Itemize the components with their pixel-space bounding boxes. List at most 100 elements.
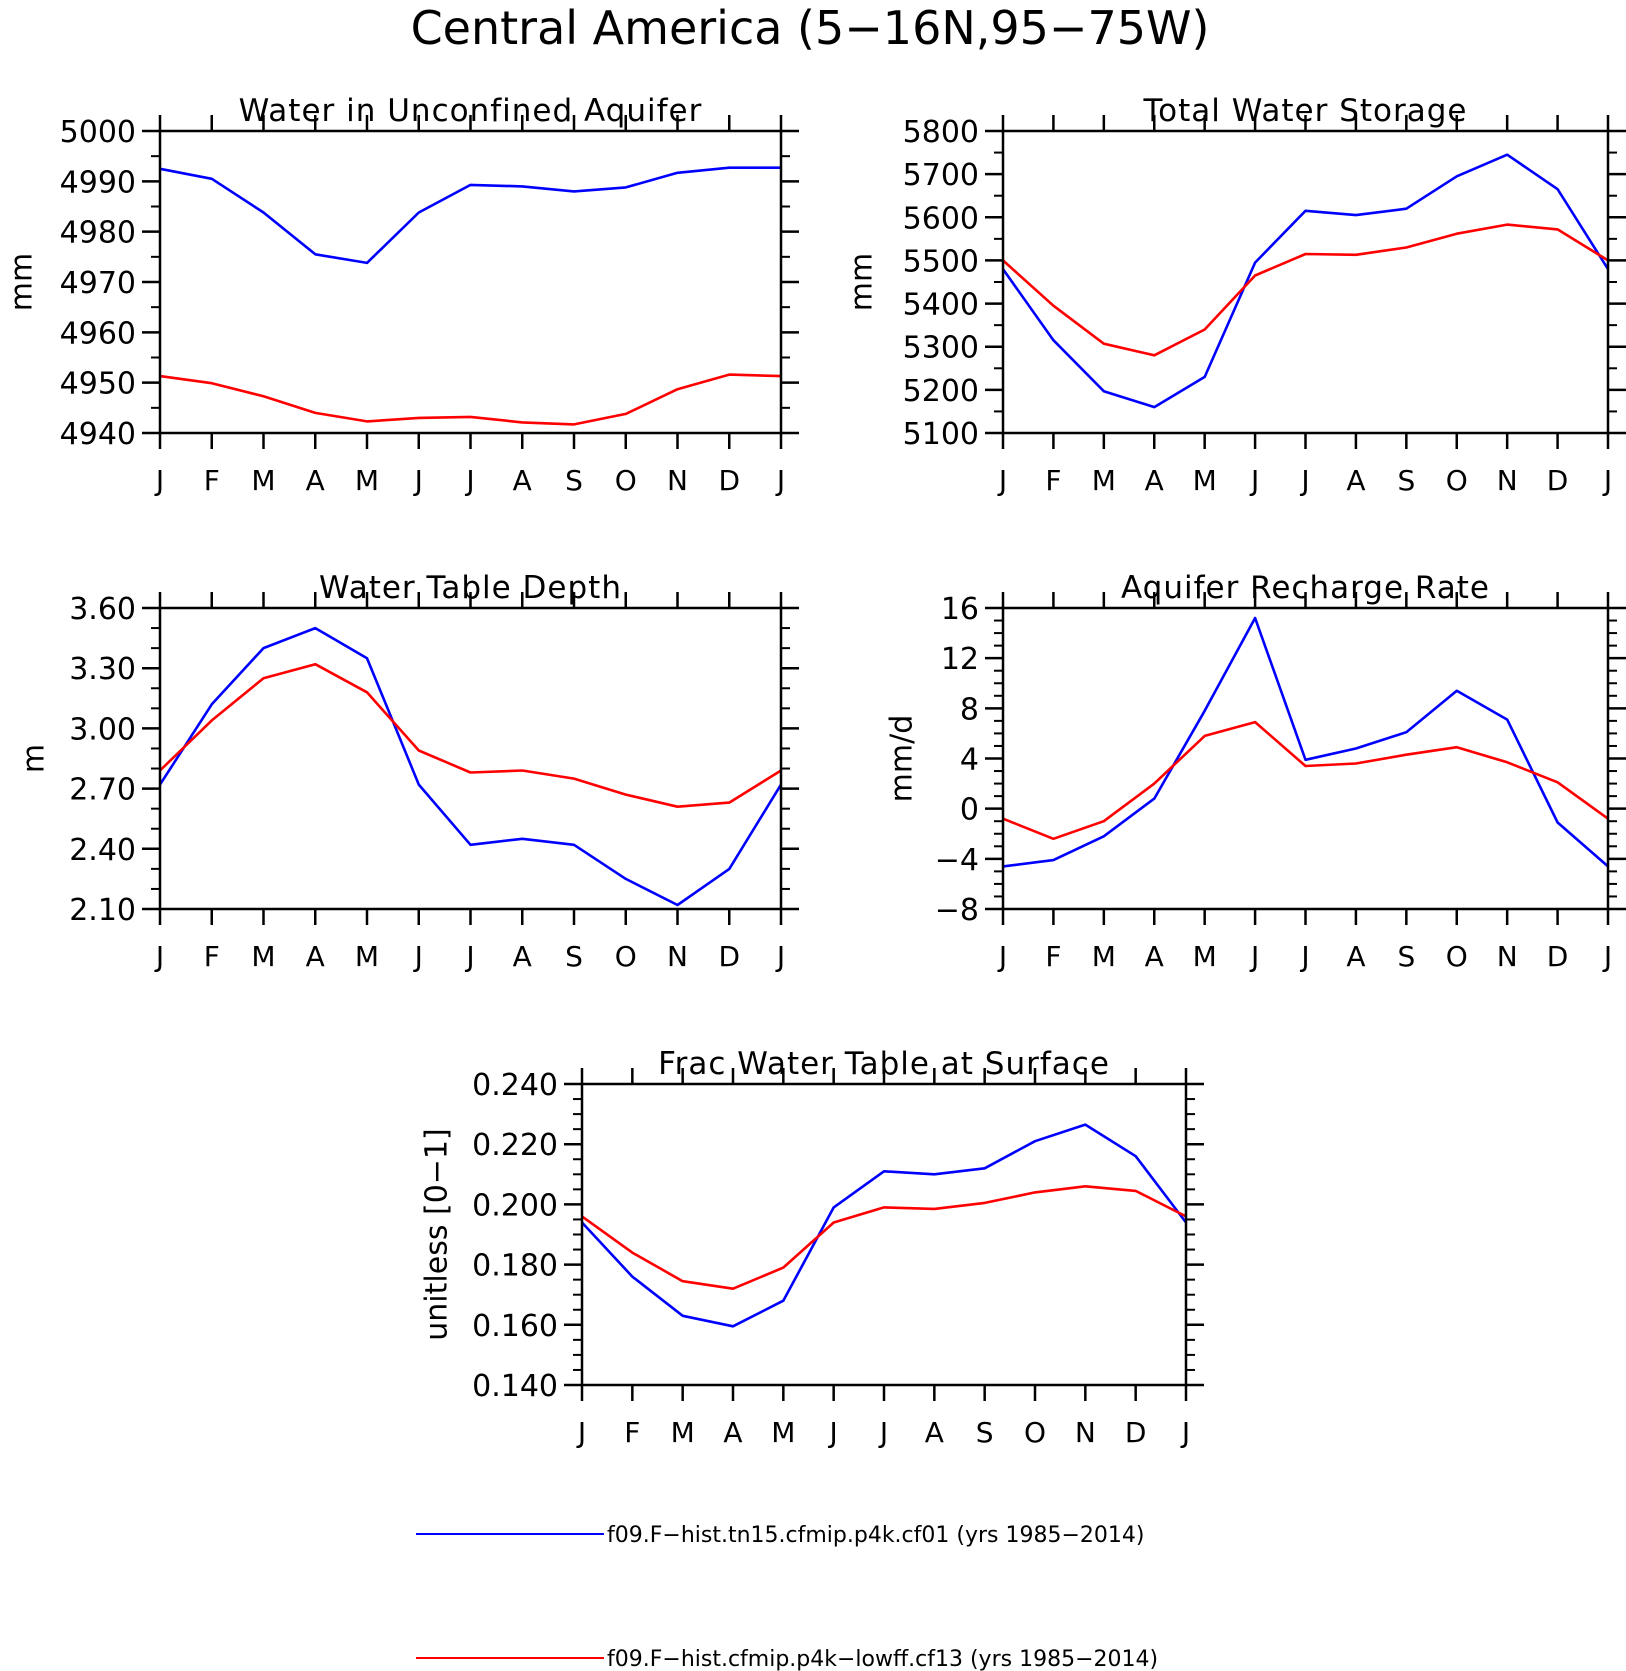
x-tick-label: S — [565, 464, 583, 497]
y-tick-label: −4 — [935, 843, 979, 878]
x-tick-label: J — [1249, 464, 1259, 497]
x-tick-label: O — [615, 940, 637, 973]
x-tick-label: J — [997, 940, 1007, 973]
x-tick-label: N — [1075, 1416, 1096, 1449]
x-tick-label: N — [667, 940, 688, 973]
x-tick-label: J — [828, 1416, 838, 1449]
y-tick-label: 0.220 — [472, 1128, 558, 1163]
y-tick-label: 5300 — [903, 331, 979, 366]
y-tick-label: 2.70 — [69, 773, 136, 808]
x-tick-label: F — [204, 940, 220, 973]
x-tick-label: F — [624, 1416, 640, 1449]
y-tick-label: 3.30 — [69, 652, 136, 687]
x-tick-label: M — [251, 940, 275, 973]
x-tick-label: O — [615, 464, 637, 497]
y-axis-label: mm — [5, 253, 40, 311]
series-1 — [1002, 616, 1609, 868]
x-tick-label: N — [667, 464, 688, 497]
x-tick-label: J — [1602, 464, 1612, 497]
y-tick-label: 5600 — [903, 201, 979, 236]
y-tick-label: 4970 — [60, 266, 136, 301]
series-1 — [1001, 153, 1610, 409]
x-tick-label: A — [925, 1416, 944, 1449]
x-tick-label: M — [671, 1416, 695, 1449]
y-tick-label: 16 — [941, 592, 979, 627]
x-tick-label: A — [513, 464, 532, 497]
x-tick-label: F — [204, 464, 220, 497]
series-2 — [159, 662, 782, 809]
y-tick-label: 5500 — [903, 244, 979, 279]
x-tick-label: A — [306, 464, 325, 497]
x-tick-label: S — [976, 1416, 994, 1449]
x-tick-label: J — [878, 1416, 888, 1449]
y-tick-label: 5700 — [903, 158, 979, 193]
series-line — [159, 166, 781, 265]
x-tick-label: S — [1397, 940, 1415, 973]
series-line — [581, 1185, 1187, 1290]
x-tick-label: M — [1193, 464, 1217, 497]
x-tick-label: F — [1045, 464, 1061, 497]
x-tick-label: O — [1024, 1416, 1046, 1449]
x-tick-label: O — [1446, 940, 1468, 973]
series-line — [581, 1123, 1188, 1328]
legend: f09.F−hist.tn15.cfmip.p4k.cf01 (yrs 1985… — [416, 1523, 1158, 1671]
x-tick-label: J — [775, 940, 785, 973]
x-tick-label: J — [997, 464, 1007, 497]
x-tick-label: J — [464, 940, 474, 973]
x-tick-label: A — [1346, 464, 1365, 497]
x-tick-label: J — [413, 940, 423, 973]
x-tick-label: J — [1299, 464, 1309, 497]
legend-label: f09.F−hist.cfmip.p4k−lowff.cf13 (yrs 198… — [607, 1647, 1158, 1671]
x-tick-label: J — [1180, 1416, 1190, 1449]
y-tick-label: 5100 — [903, 417, 979, 452]
x-tick-label: D — [1547, 940, 1569, 973]
x-tick-label: J — [1249, 940, 1259, 973]
x-tick-label: D — [1125, 1416, 1147, 1449]
x-tick-label: M — [1092, 464, 1116, 497]
series-line — [1001, 153, 1610, 409]
x-tick-label: A — [723, 1416, 742, 1449]
y-tick-label: 3.60 — [69, 592, 136, 627]
y-tick-label: 0.200 — [472, 1188, 558, 1223]
legend-entry: f09.F−hist.cfmip.p4k−lowff.cf13 (yrs 198… — [416, 1647, 1158, 1671]
x-tick-label: A — [1145, 940, 1164, 973]
plot-frame — [1001, 606, 1610, 911]
series-2 — [1002, 223, 1609, 357]
y-tick-label: −8 — [935, 893, 979, 928]
x-tick-label: A — [1346, 940, 1365, 973]
series-line — [1002, 616, 1609, 868]
x-tick-label: N — [1497, 940, 1518, 973]
x-tick-label: S — [565, 940, 583, 973]
legend-entry: f09.F−hist.tn15.cfmip.p4k.cf01 (yrs 1985… — [416, 1523, 1144, 1548]
y-tick-label: 4950 — [60, 367, 136, 402]
x-tick-label: J — [775, 464, 785, 497]
series-line — [1002, 223, 1609, 357]
series-2 — [581, 1185, 1187, 1290]
x-tick-label: J — [413, 464, 423, 497]
x-tick-label: M — [355, 464, 379, 497]
x-tick-label: D — [718, 464, 740, 497]
x-tick-label: A — [306, 940, 325, 973]
series-1 — [158, 626, 783, 907]
series-2 — [159, 373, 782, 426]
chart-panels: Water in Unconfined Aquifermm49404950496… — [5, 93, 1626, 1449]
y-tick-label: 5400 — [903, 288, 979, 323]
x-tick-label: A — [513, 940, 532, 973]
x-tick-label: J — [154, 940, 164, 973]
x-tick-label: J — [154, 464, 164, 497]
plot-frame — [158, 606, 783, 911]
series-1 — [581, 1123, 1188, 1328]
series-2 — [1002, 720, 1609, 841]
y-tick-label: 4980 — [60, 216, 136, 251]
plot-frame — [580, 1082, 1188, 1387]
x-tick-label: J — [1602, 940, 1612, 973]
y-tick-label: 2.40 — [69, 833, 136, 868]
series-line — [159, 373, 782, 426]
figure-title: Central America (5−16N,95−75W) — [411, 1, 1210, 55]
y-axis-label: mm/d — [885, 715, 920, 803]
y-tick-label: 0.240 — [472, 1068, 558, 1103]
x-tick-label: M — [1092, 940, 1116, 973]
chart-panel: Water Table Depthm2.102.402.703.003.303.… — [17, 570, 799, 973]
